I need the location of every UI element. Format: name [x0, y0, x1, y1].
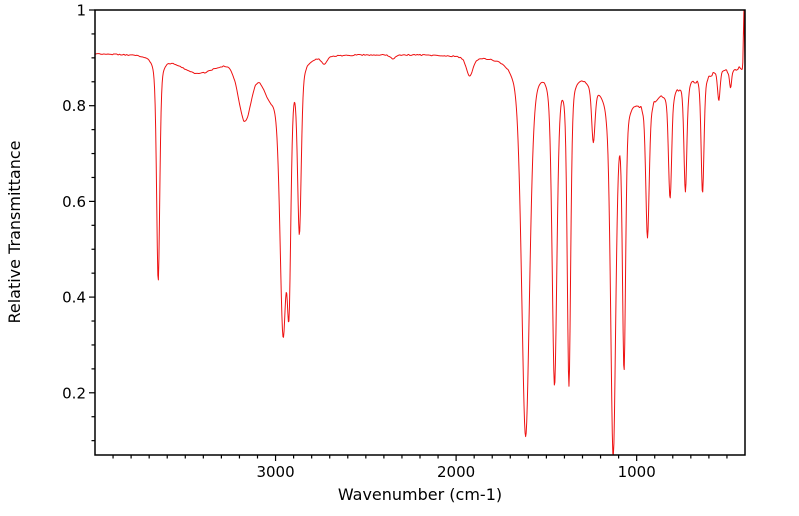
- x-tick-label: 3000: [256, 463, 294, 481]
- y-tick-label: 0.2: [62, 384, 86, 402]
- y-tick-label: 0.4: [62, 289, 86, 307]
- y-axis-title: Relative Transmittance: [5, 140, 24, 323]
- y-tick-label: 0.6: [62, 193, 86, 211]
- y-tick-label: 0.8: [62, 97, 86, 115]
- plot-generated-content: 3000 2000 1000 0.2 0.4 0.6 0.8 1: [62, 2, 746, 481]
- x-tick-label: 2000: [437, 463, 475, 481]
- x-tick-label: 1000: [618, 463, 656, 481]
- spectrum-line: [95, 10, 745, 455]
- y-tick-label: 1: [76, 2, 86, 20]
- x-axis-title: Wavenumber (cm-1): [338, 485, 502, 504]
